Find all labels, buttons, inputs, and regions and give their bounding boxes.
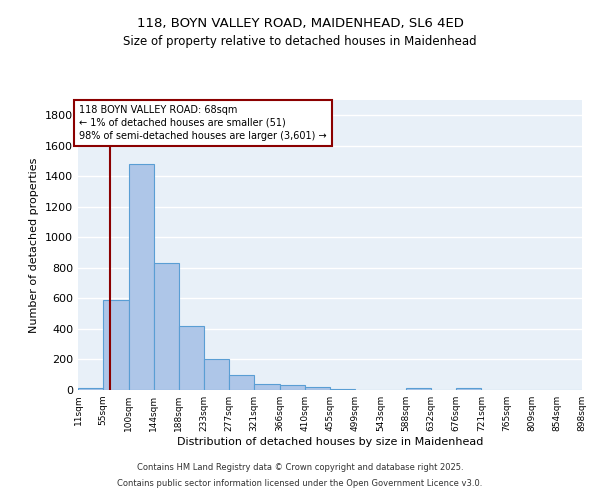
Text: 118, BOYN VALLEY ROAD, MAIDENHEAD, SL6 4ED: 118, BOYN VALLEY ROAD, MAIDENHEAD, SL6 4… [137,18,463,30]
Text: Contains HM Land Registry data © Crown copyright and database right 2025.: Contains HM Land Registry data © Crown c… [137,464,463,472]
Bar [254,384,280,390]
Text: 118 BOYN VALLEY ROAD: 68sqm
← 1% of detached houses are smaller (51)
98% of semi: 118 BOYN VALLEY ROAD: 68sqm ← 1% of deta… [79,104,327,141]
Bar [229,374,254,390]
X-axis label: Distribution of detached houses by size in Maidenhead: Distribution of detached houses by size … [177,437,483,447]
Bar [305,386,330,390]
Text: Size of property relative to detached houses in Maidenhead: Size of property relative to detached ho… [123,35,477,48]
Bar [154,264,179,390]
Bar [330,389,355,390]
Y-axis label: Number of detached properties: Number of detached properties [29,158,40,332]
Text: Contains public sector information licensed under the Open Government Licence v3: Contains public sector information licen… [118,478,482,488]
Bar [406,388,431,390]
Bar [179,326,204,390]
Bar [204,360,229,390]
Bar [280,386,305,390]
Bar [103,300,128,390]
Bar [456,388,481,390]
Bar [128,164,154,390]
Bar [78,388,103,390]
